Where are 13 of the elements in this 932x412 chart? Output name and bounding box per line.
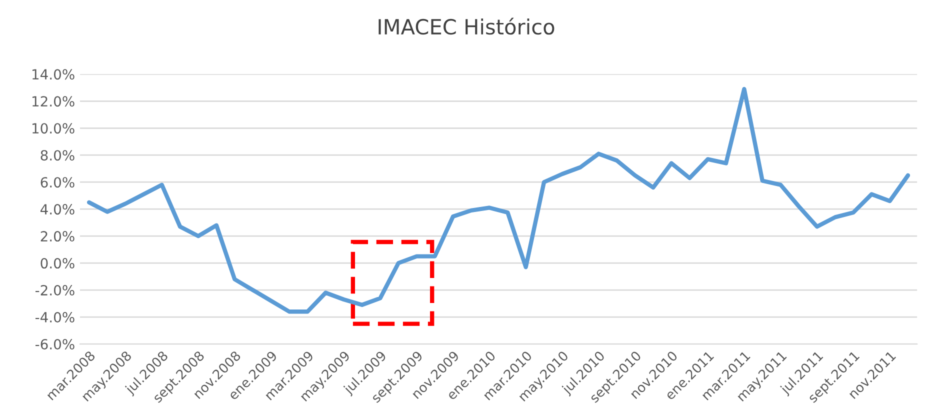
y-tick-label: -6.0% [35, 338, 74, 350]
y-tick-label: -4.0% [35, 312, 74, 323]
chart-title: IMACEC Histórico [378, 18, 554, 35]
y-tick-label: 0.0% [40, 258, 74, 269]
y-tick-label: 2.0% [40, 231, 74, 242]
y-tick-label: 6.0% [40, 177, 74, 188]
y-tick-label: -2.0% [35, 285, 74, 296]
line-series [86, 86, 910, 314]
y-tick-label: 4.0% [40, 204, 74, 215]
y-tick-label: 14.0% [32, 69, 74, 80]
y-tick-label: 10.0% [32, 123, 74, 134]
y-tick-label: 8.0% [40, 150, 74, 161]
y-tick-label: 12.0% [32, 96, 74, 107]
